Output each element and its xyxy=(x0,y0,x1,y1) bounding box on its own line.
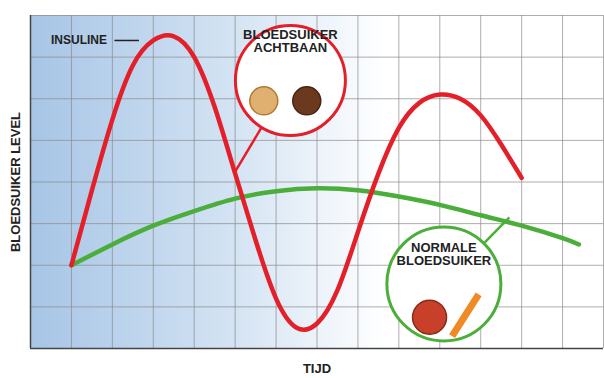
svg-text:TIJD: TIJD xyxy=(303,361,331,376)
svg-text:BLOEDSUIKERACHTBAAN: BLOEDSUIKERACHTBAAN xyxy=(243,27,338,55)
svg-text:INSULINE: INSULINE xyxy=(51,33,107,47)
svg-text:BLOEDSUIKER LEVEL: BLOEDSUIKER LEVEL xyxy=(8,112,23,252)
svg-text:NORMALEBLOEDSUIKER: NORMALEBLOEDSUIKER xyxy=(397,240,492,268)
